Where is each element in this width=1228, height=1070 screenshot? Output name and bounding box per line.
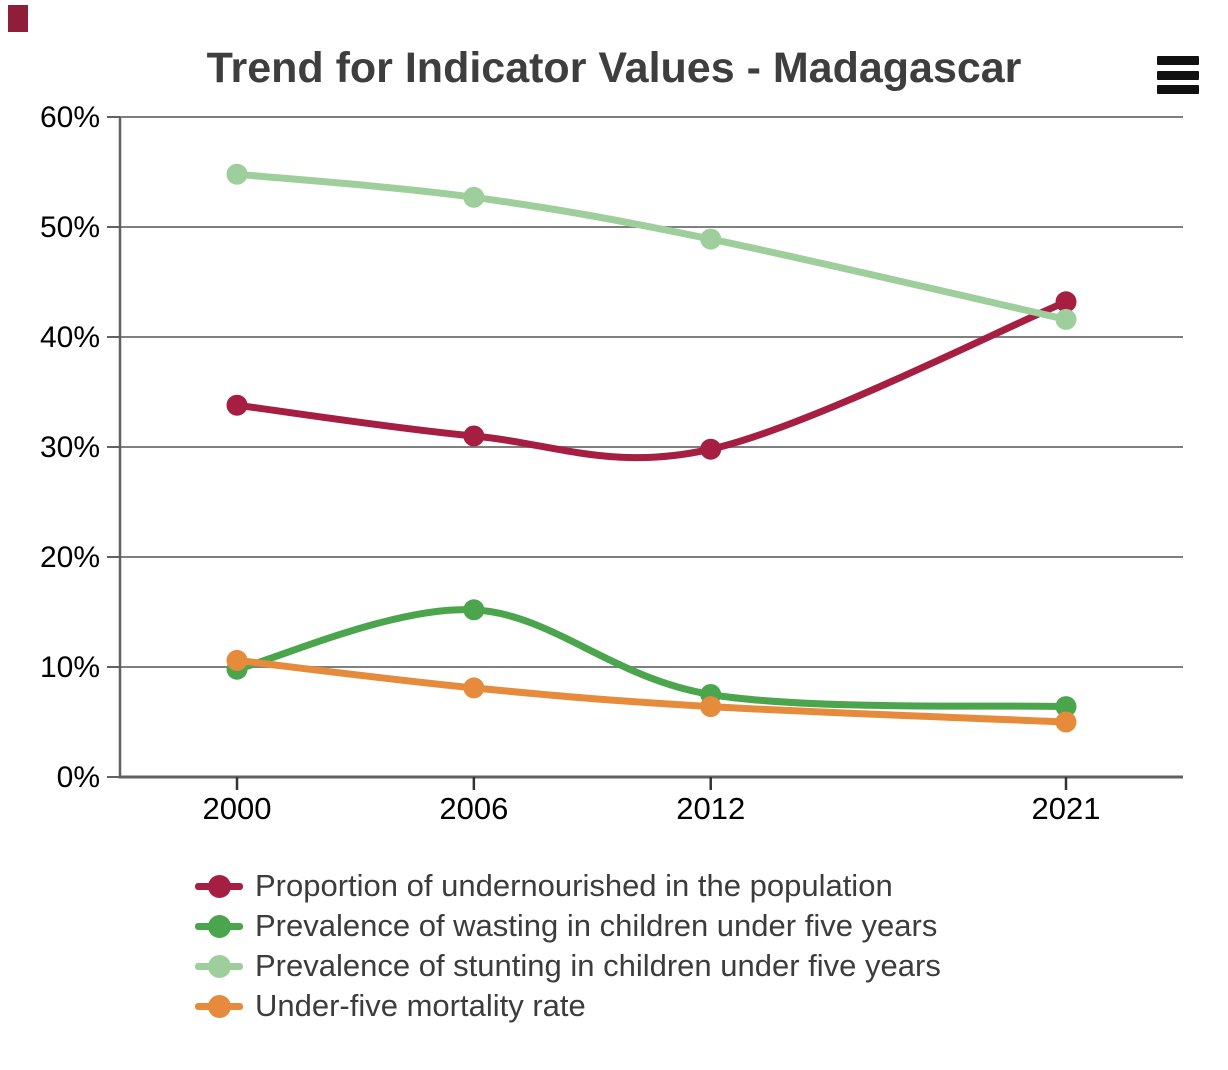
series-line bbox=[233, 170, 1070, 323]
x-axis-tick-label: 2021 bbox=[1032, 791, 1101, 826]
legend: Proportion of undernourished in the popu… bbox=[195, 866, 941, 1026]
series-line bbox=[233, 606, 1070, 711]
legend-marker-dot bbox=[207, 994, 231, 1018]
series-2 bbox=[226, 163, 1077, 330]
y-axis-tick-label: 10% bbox=[40, 651, 100, 684]
series-1 bbox=[226, 599, 1077, 718]
data-point[interactable] bbox=[463, 425, 485, 447]
data-point[interactable] bbox=[1055, 711, 1077, 733]
line-chart: 0% 10% 20% 30% 40% 50% 60% 2000 2006 2012 2021 bbox=[40, 101, 1183, 826]
legend-item[interactable]: Under-five mortality rate bbox=[195, 986, 941, 1026]
data-point[interactable] bbox=[700, 228, 722, 250]
data-point[interactable] bbox=[700, 438, 722, 460]
legend-marker-icon bbox=[195, 874, 243, 898]
series-3 bbox=[226, 649, 1077, 733]
hamburger-bar bbox=[1157, 70, 1199, 80]
data-point[interactable] bbox=[226, 394, 248, 416]
y-axis-tick-label: 20% bbox=[40, 541, 100, 574]
legend-marker-dot bbox=[207, 914, 231, 938]
legend-label: Prevalence of wasting in children under … bbox=[255, 908, 938, 943]
y-axis-tick-label: 40% bbox=[40, 321, 100, 354]
legend-label: Under-five mortality rate bbox=[255, 988, 586, 1023]
data-point[interactable] bbox=[1055, 308, 1077, 330]
chart-title: Trend for Indicator Values - Madagascar bbox=[206, 44, 1022, 92]
data-point[interactable] bbox=[463, 677, 485, 699]
legend-marker-dot bbox=[207, 954, 231, 978]
series-line bbox=[233, 656, 1070, 726]
data-point[interactable] bbox=[463, 186, 485, 208]
legend-marker-icon bbox=[195, 914, 243, 938]
data-point[interactable] bbox=[1055, 696, 1077, 718]
x-axis-tick-label: 2012 bbox=[676, 791, 745, 826]
legend-marker-icon bbox=[195, 994, 243, 1018]
legend-item[interactable]: Prevalence of wasting in children under … bbox=[195, 906, 941, 946]
y-axis-tick-label: 0% bbox=[57, 761, 100, 794]
y-axis-tick-label: 30% bbox=[40, 431, 100, 464]
legend-label: Prevalence of stunting in children under… bbox=[255, 948, 941, 983]
data-point[interactable] bbox=[226, 163, 248, 185]
legend-item[interactable]: Proportion of undernourished in the popu… bbox=[195, 866, 941, 906]
legend-marker-dot bbox=[207, 874, 231, 898]
y-axis-tick-label: 60% bbox=[40, 101, 100, 134]
x-axis-tick-label: 2006 bbox=[439, 791, 508, 826]
corner-mark bbox=[8, 5, 28, 32]
series-0 bbox=[226, 291, 1077, 462]
y-axis-tick-label: 50% bbox=[40, 211, 100, 244]
hamburger-menu-icon[interactable] bbox=[1157, 56, 1199, 94]
legend-item[interactable]: Prevalence of stunting in children under… bbox=[195, 946, 941, 986]
x-axis-tick-label: 2000 bbox=[203, 791, 272, 826]
data-point[interactable] bbox=[1055, 291, 1077, 313]
data-point[interactable] bbox=[463, 599, 485, 621]
data-point[interactable] bbox=[226, 649, 248, 671]
hamburger-bar bbox=[1157, 85, 1199, 94]
hamburger-bar bbox=[1157, 56, 1199, 65]
series-line bbox=[233, 298, 1070, 462]
data-point[interactable] bbox=[700, 696, 722, 718]
legend-marker-icon bbox=[195, 954, 243, 978]
legend-label: Proportion of undernourished in the popu… bbox=[255, 868, 893, 903]
